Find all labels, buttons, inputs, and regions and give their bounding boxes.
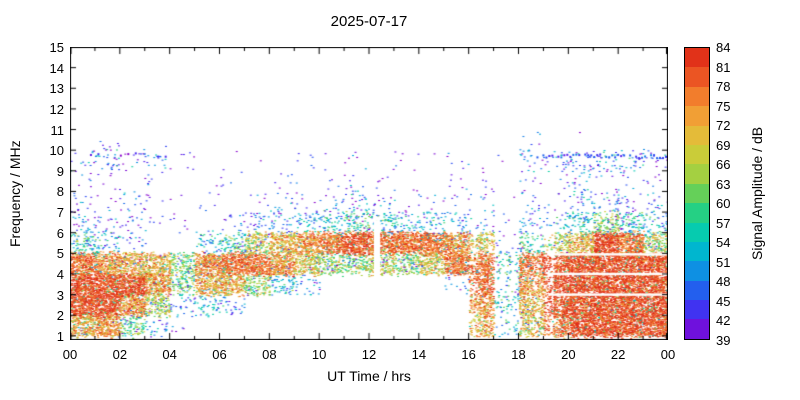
colorbar-block [685,48,709,68]
colorbar-block [685,203,709,223]
x-tick-label: 08 [262,347,277,362]
y-tick-label: 7 [56,205,64,221]
colorbar-label: Signal Amplitude / dB [749,126,765,261]
colorbar-block [685,183,709,204]
x-tick-label: 22 [610,347,626,362]
x-tick-label: 02 [112,347,128,362]
colorbar-block [685,319,709,339]
y-tick-label: 9 [56,163,64,179]
colorbar-block [685,164,709,184]
colorbar-block [685,67,709,87]
y-tick-label: 4 [56,266,64,282]
y-tick-label: 14 [49,60,64,76]
y-tick-label: 12 [49,101,64,117]
y-tick-label: 15 [49,40,64,55]
colorbar-tick-label: 69 [716,137,731,153]
y-tick-label: 3 [56,287,64,303]
colorbar-tick-label: 81 [716,59,731,75]
colorbar-block [685,86,709,107]
colorbar-tick-label: 84 [716,40,731,55]
y-tick-label: 8 [56,184,64,200]
y-tick-label: 11 [50,122,65,138]
colorbar-tick-label: 48 [716,274,731,290]
y-tick-label: 1 [56,328,64,344]
x-tick-label: 04 [162,347,177,362]
x-tick-label: 06 [212,347,227,362]
colorbar-tick-label: 63 [716,176,731,192]
y-tick-label: 13 [49,81,64,97]
colorbar [684,47,710,340]
x-tick-label: 14 [411,347,427,362]
y-axis-label: Frequency / MHz [7,140,23,247]
x-tick-label: 00 [62,347,78,362]
x-tick-label: 10 [311,347,327,362]
colorbar-tick-label: 78 [716,79,731,95]
colorbar-tick-label: 66 [716,157,731,173]
colorbar-block [685,106,709,126]
colorbar-block [685,125,709,145]
x-tick-label: 16 [461,347,476,362]
colorbar-block [685,261,709,281]
y-tick-label: 6 [56,225,64,241]
colorbar-block [685,222,709,242]
colorbar-tick-label: 75 [716,98,731,114]
x-tick-label: 12 [361,347,377,362]
colorbar-tick-label: 42 [716,313,731,329]
colorbar-tick-label: 45 [716,293,731,309]
colorbar-tick-label: 51 [716,254,731,270]
y-tick-label: 2 [56,308,64,324]
colorbar-tick-label: 60 [716,196,731,212]
plot-area [70,47,668,340]
colorbar-block [685,241,709,262]
colorbar-block [685,280,709,301]
colorbar-block [685,300,709,320]
y-tick-label: 10 [49,143,64,159]
spectrogram-canvas [70,47,668,340]
x-tick-label: 20 [561,347,576,362]
colorbar-tick-label: 39 [716,333,731,348]
x-tick-label: 18 [511,347,526,362]
y-tick-label: 5 [56,246,64,262]
colorbar-tick-label: 54 [716,235,731,251]
colorbar-block [685,144,709,165]
colorbar-tick-label: 57 [716,215,731,231]
chart-title: 2025-07-17 [330,13,408,30]
colorbar-tick-label: 72 [716,118,731,134]
x-tick-label: 00 [660,347,676,362]
x-axis-label: UT Time / hrs [327,368,411,384]
